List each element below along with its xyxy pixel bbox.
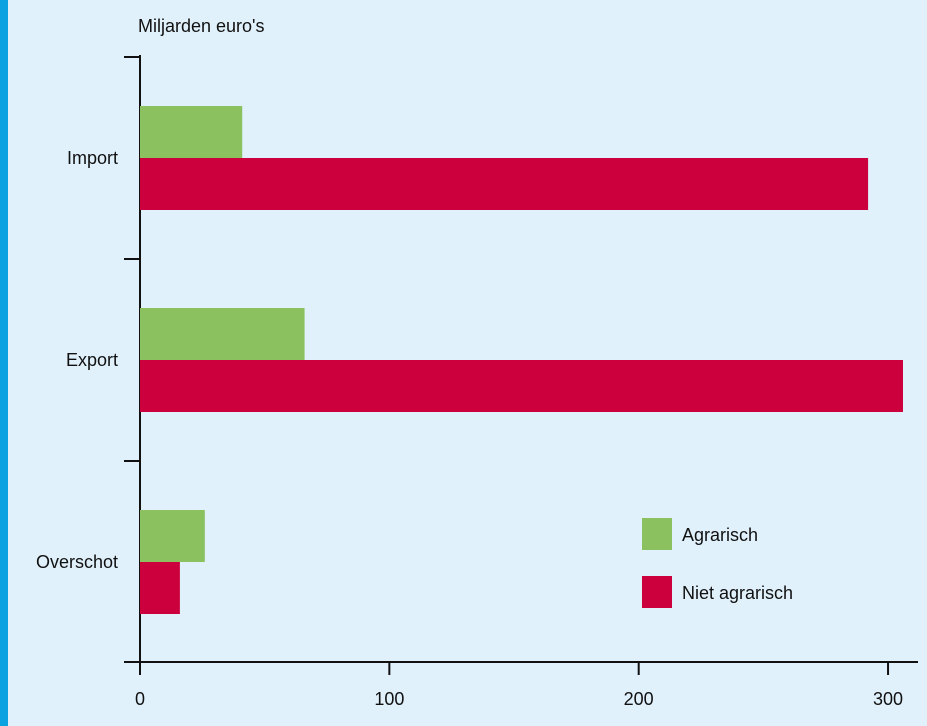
x-tick-label: 200 <box>624 689 654 709</box>
legend-swatch <box>642 518 672 550</box>
x-tick-label: 100 <box>374 689 404 709</box>
legend-swatch <box>642 576 672 608</box>
legend-label: Niet agrarisch <box>682 583 793 603</box>
legend: Agrarisch Niet agrarisch <box>642 518 793 608</box>
left-accent-strip <box>0 0 8 726</box>
category-label: Overschot <box>36 552 118 572</box>
bar-import-niet-agrarisch <box>140 158 869 210</box>
category-label: Export <box>66 350 118 370</box>
bar-export-agrarisch <box>140 308 305 360</box>
x-tick-label: 300 <box>873 689 903 709</box>
category-label: Import <box>67 148 118 168</box>
bar-overschot-agrarisch <box>140 510 205 562</box>
legend-label: Agrarisch <box>682 525 758 545</box>
bar-overschot-niet-agrarisch <box>140 562 180 614</box>
ticks-group: Import Export Overschot 0 100 200 300 <box>36 56 903 709</box>
bar-export-niet-agrarisch <box>140 360 903 412</box>
x-tick-label: 0 <box>135 689 145 709</box>
bar-import-agrarisch <box>140 106 243 158</box>
bars-group <box>140 106 903 614</box>
unit-label: Miljarden euro's <box>138 16 265 36</box>
